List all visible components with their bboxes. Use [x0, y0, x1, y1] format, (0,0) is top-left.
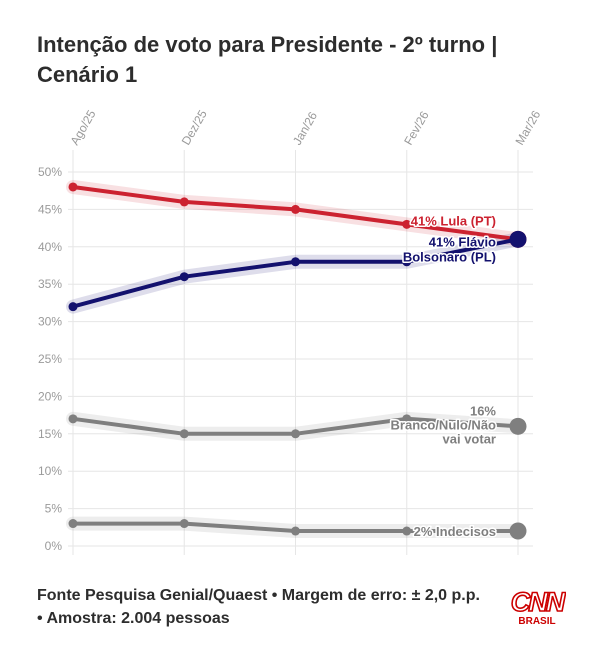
- series-label-layer: 41% Lula (PT) 41% Flávio Bolsonaro (PL) 16%…: [389, 212, 498, 541]
- data-point-branco: [402, 414, 412, 424]
- series-label-line: Branco/Nulo/Não: [391, 417, 497, 432]
- cnn-brasil-logo: CNN BRASIL: [510, 586, 566, 626]
- data-point-flavio: [402, 257, 412, 267]
- data-point-indecisos: [509, 522, 527, 540]
- grid-layer: [68, 150, 533, 555]
- y-tick-label: 20%: [38, 389, 62, 403]
- data-point-lula: [291, 204, 300, 214]
- data-point-indecisos: [68, 519, 78, 529]
- data-point-lula: [68, 182, 78, 192]
- data-point-lula: [402, 219, 412, 229]
- y-tick-label: 40%: [38, 240, 62, 254]
- series-label-flavio: 41% Flávio Bolsonaro (PL): [403, 234, 496, 264]
- chart-title: Intenção de voto para Presidente - 2º tu…: [37, 32, 498, 87]
- series-line-layer: [68, 182, 527, 540]
- data-point-flavio: [291, 257, 300, 267]
- x-tick-label: Fev/26: [401, 108, 432, 147]
- series-label-branco: 16% Branco/Nulo/Não vai votar: [391, 403, 497, 446]
- series-label-line: Bolsonaro (PL): [403, 249, 496, 264]
- y-tick-label: 45%: [38, 202, 62, 216]
- axis-label-layer: 0% 5% 10% 15% 20% 25% 30% 35% 40% 45% 50% Ago/25 Dez…: [38, 107, 543, 553]
- line-chart: 41% Lula (PT) 41% Flávio Bolsonaro (PL) 16%…: [38, 107, 543, 555]
- data-point-flavio: [179, 272, 189, 282]
- data-point-branco: [179, 429, 189, 439]
- y-tick-label: 30%: [38, 315, 62, 329]
- data-point-flavio: [509, 230, 527, 248]
- series-label-indecisos: 2% Indecisos: [414, 524, 496, 539]
- series-label-line: vai votar: [443, 431, 496, 446]
- x-tick-label: Mar/26: [512, 108, 543, 148]
- x-tick-label: Jan/26: [290, 109, 320, 147]
- y-tick-label: 50%: [38, 165, 62, 179]
- y-tick-label: 15%: [38, 427, 62, 441]
- data-point-indecisos: [291, 526, 300, 536]
- x-tick-label: Dez/25: [179, 107, 210, 147]
- series-label-line: 41% Lula (PT): [411, 213, 496, 228]
- series-label-lula: 41% Lula (PT): [411, 213, 496, 228]
- series-label-line: 41% Flávio: [429, 234, 496, 249]
- series-label-line: 16%: [470, 403, 496, 418]
- data-point-flavio: [68, 302, 78, 312]
- data-point-indecisos: [179, 519, 189, 529]
- series-label-line: 2% Indecisos: [414, 524, 496, 539]
- y-tick-label: 10%: [38, 464, 62, 478]
- y-tick-label: 5%: [45, 502, 63, 516]
- y-tick-label: 25%: [38, 352, 62, 366]
- logo-wordmark: CNN: [511, 587, 566, 617]
- source-footnote: Fonte Pesquisa Genial/Quaest • Margem de…: [37, 587, 480, 627]
- data-point-lula: [179, 197, 189, 207]
- x-tick-label: Ago/25: [67, 107, 98, 147]
- y-tick-label: 35%: [38, 277, 62, 291]
- y-tick-label: 0%: [45, 539, 63, 553]
- logo-subtitle: BRASIL: [518, 616, 555, 626]
- data-point-branco: [291, 429, 300, 439]
- data-point-branco: [509, 417, 527, 435]
- data-point-indecisos: [402, 526, 412, 536]
- data-point-branco: [68, 414, 78, 424]
